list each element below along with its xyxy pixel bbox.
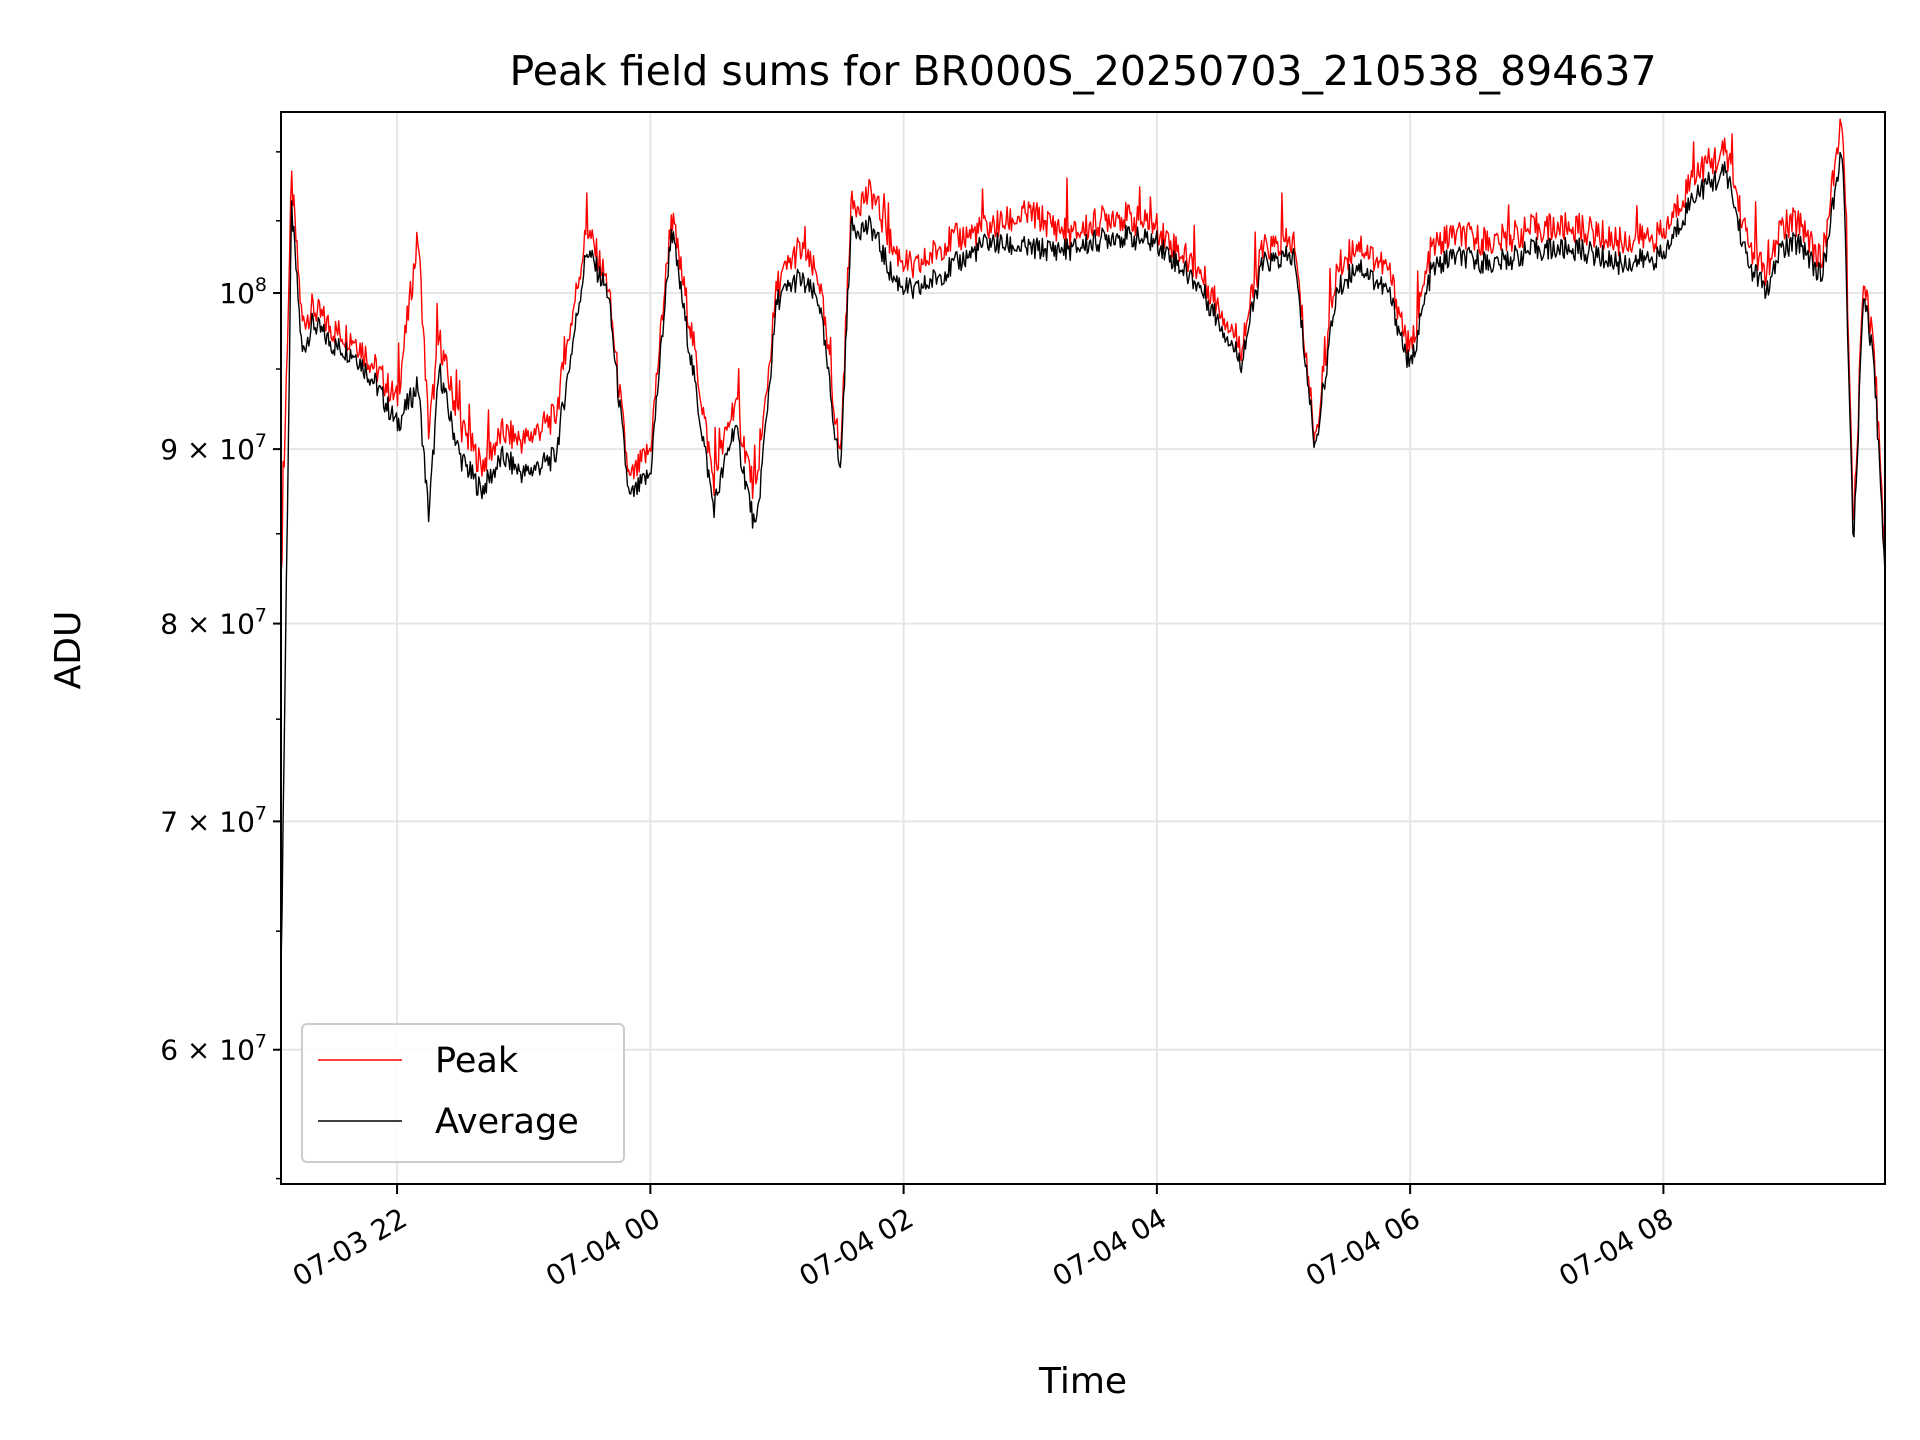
legend-label-peak: Peak <box>435 1041 519 1081</box>
legend-label-average: Average <box>435 1102 579 1142</box>
y-tick-label: 9 × 107 <box>160 430 267 466</box>
axes-frame <box>280 111 1886 1185</box>
legend-box <box>301 1023 625 1163</box>
y-axis: 108 9 × 107 8 × 107 7 × 107 6 × 107 <box>160 151 281 1180</box>
y-axis-label: ADU <box>48 611 89 690</box>
series-line-average <box>281 151 1885 968</box>
chart-title: Peak field sums for BR000S_20250703_2105… <box>509 47 1656 95</box>
y-tick-label: 7 × 107 <box>160 802 267 838</box>
x-axis-label: Time <box>1038 1361 1127 1402</box>
y-tick-label: 6 × 107 <box>160 1031 267 1067</box>
legend: Peak Average <box>301 1023 625 1163</box>
y-tick-label: 8 × 107 <box>160 605 267 641</box>
plot-area <box>281 118 1885 968</box>
series-line-peak <box>281 118 1885 575</box>
y-tick-label: 108 <box>219 274 267 310</box>
